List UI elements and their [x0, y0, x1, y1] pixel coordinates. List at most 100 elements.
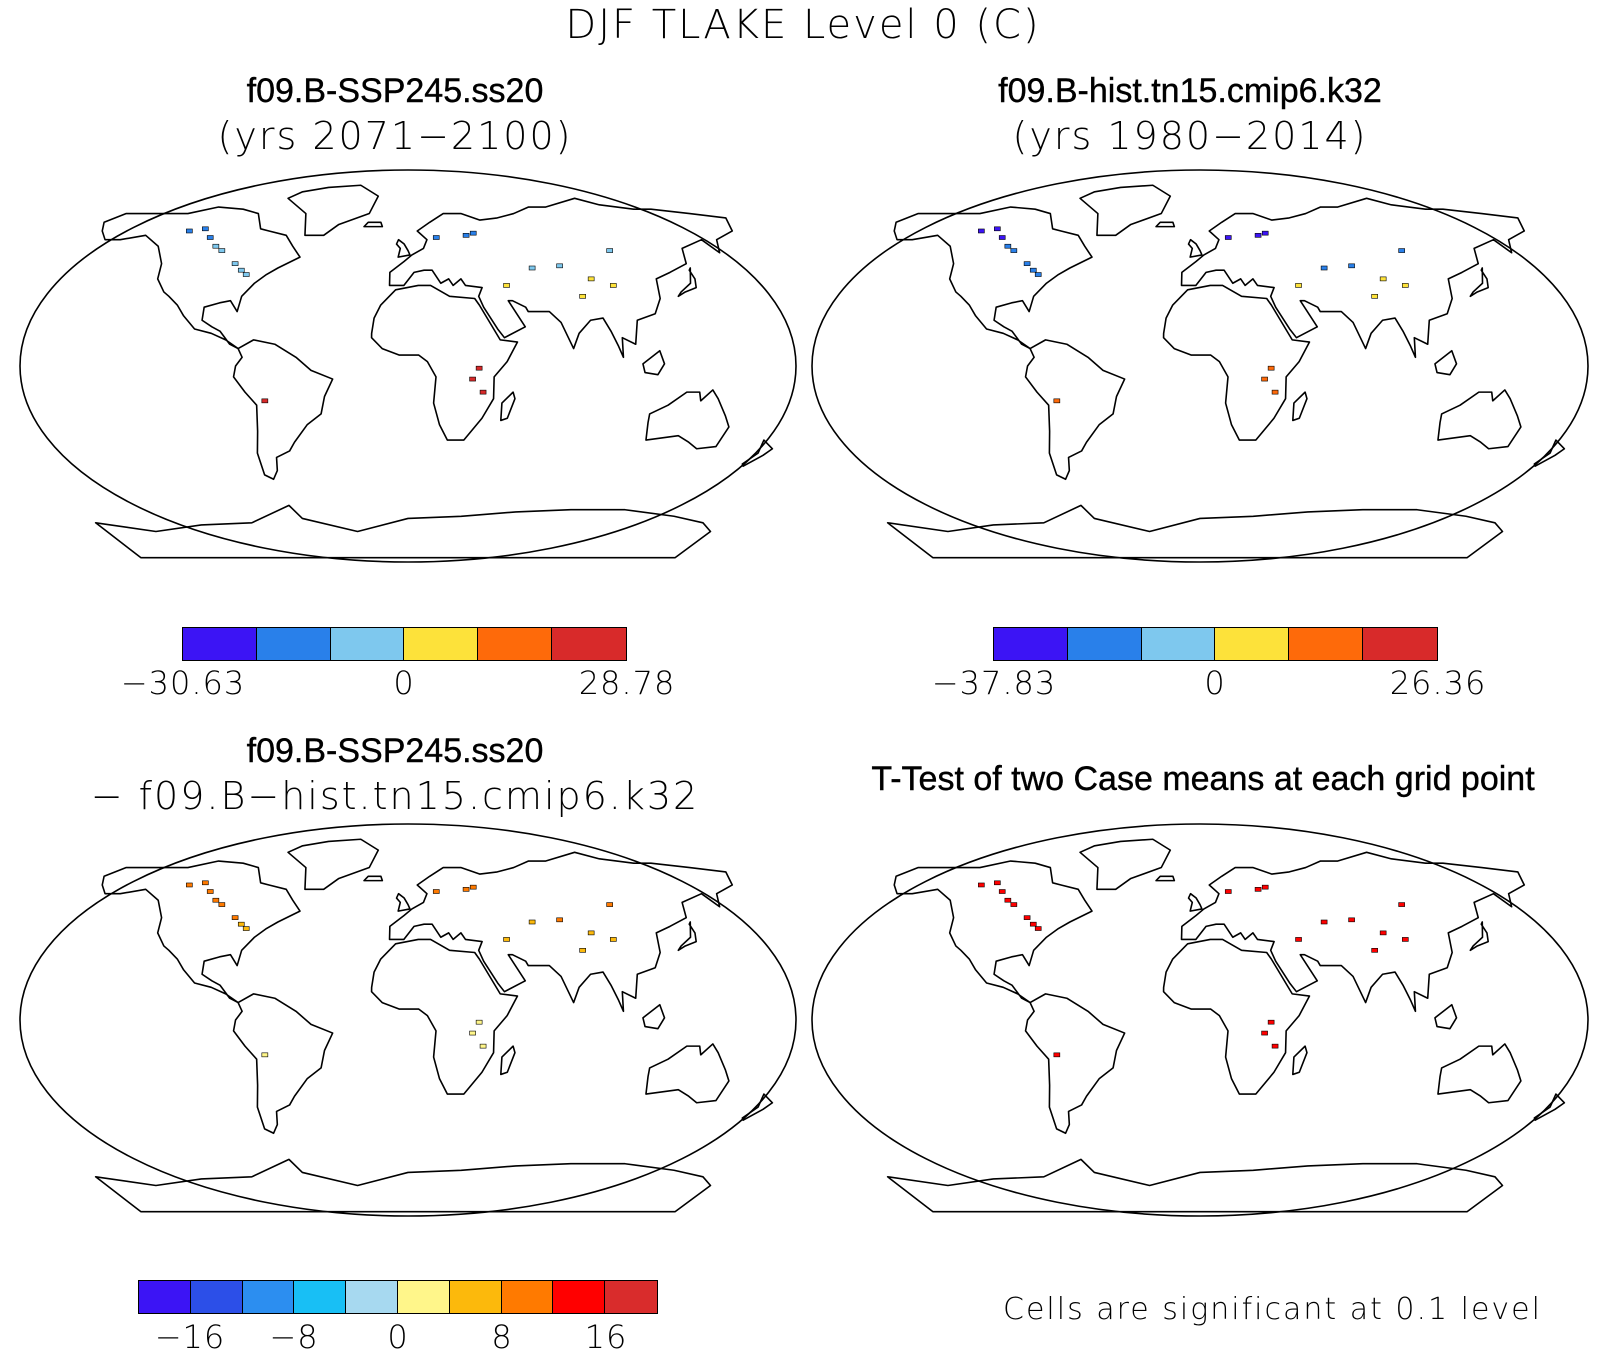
coastline [1180, 851, 1526, 1013]
lake-cell [1401, 937, 1409, 942]
colorbar-2-tick-zero: 0 [1204, 664, 1226, 702]
lake-cell [469, 376, 476, 382]
lake-cell [1261, 884, 1269, 890]
coastline [94, 504, 712, 559]
colorbar-3-tick-3: 0 [387, 1318, 409, 1356]
lake-cell [479, 389, 487, 395]
map-boundary [19, 169, 797, 563]
lake-cell [606, 902, 613, 907]
coastline [395, 238, 411, 258]
colorbar-3-tick-1: −16 [154, 1318, 226, 1356]
lake-cell [587, 930, 595, 936]
coastline [1024, 993, 1126, 1135]
colorbar-1-swatch [404, 628, 479, 660]
lake-cell [994, 880, 1001, 886]
lake-cell [1379, 930, 1387, 936]
lake-cell [1004, 897, 1012, 903]
map-panel-3 [19, 823, 797, 1217]
lake-cell [1398, 902, 1405, 907]
colorbar-1-swatch [330, 628, 405, 660]
lake-cell [475, 1019, 483, 1025]
colorbar-3-swatch [553, 1281, 606, 1313]
lake-cell [1295, 283, 1302, 288]
lake-cell [1010, 248, 1018, 253]
coastline [645, 389, 730, 450]
lake-cell [1267, 365, 1275, 371]
lake-cell [475, 365, 483, 371]
coastline [1162, 938, 1311, 1095]
panel-3-subtitle: − f09.B−hist.tn15.cmip6.k32 [90, 774, 700, 818]
lake-cell [432, 235, 440, 240]
lake-cell [1053, 1052, 1061, 1058]
lake-cell [503, 937, 510, 942]
map-boundary [19, 823, 797, 1217]
coastline [1079, 838, 1172, 891]
lake-cell [1320, 919, 1328, 925]
lake-cell [1261, 376, 1268, 382]
coastline [388, 197, 734, 359]
coastline [677, 267, 697, 298]
coastline [232, 993, 334, 1135]
coastline [1533, 1093, 1566, 1121]
coastline [1469, 267, 1489, 298]
lake-cell [242, 272, 250, 277]
lake-cell [579, 948, 586, 953]
lake-cell [1034, 272, 1042, 277]
coastline [1437, 1043, 1522, 1104]
coastline [1292, 1045, 1308, 1076]
coastline [1162, 284, 1311, 441]
lake-cell [206, 235, 214, 240]
lake-cell [606, 248, 613, 253]
lake-cell [1034, 926, 1042, 931]
coastline [1187, 892, 1203, 912]
lake-cell [587, 276, 595, 282]
colorbar-3-swatch [242, 1281, 295, 1313]
panel-1-case-name: f09.B-SSP245.ss20 [246, 72, 544, 110]
lake-cell [218, 248, 226, 253]
coastline [363, 221, 384, 228]
lake-cell [1053, 398, 1061, 404]
coastline [893, 860, 1093, 1004]
map-boundary [811, 823, 1589, 1217]
lake-cell [609, 937, 617, 942]
coastline [287, 838, 380, 891]
coastline [645, 1043, 730, 1104]
lake-cell [1261, 1030, 1268, 1036]
lake-cell [469, 230, 477, 236]
lake-cell [556, 917, 563, 923]
colorbar-2-swatch [1289, 628, 1364, 660]
lake-cell [528, 265, 536, 271]
lake-cell [231, 915, 239, 920]
lake-cell [1348, 263, 1355, 269]
coastline [232, 339, 334, 481]
colorbar-3-swatch [346, 1281, 398, 1313]
map-panel-4 [811, 823, 1589, 1217]
lake-cell [998, 235, 1006, 240]
coastline [886, 504, 1504, 559]
lake-cell [237, 921, 245, 927]
map-panel-2 [811, 169, 1589, 563]
lake-cell [237, 267, 245, 273]
coastline [1434, 1003, 1458, 1030]
lake-cell [432, 889, 440, 894]
lake-cell [479, 1043, 487, 1049]
lake-cell [1224, 889, 1232, 894]
map-boundary [811, 169, 1589, 563]
lake-cell [261, 398, 269, 404]
lake-cell [218, 902, 226, 907]
lake-cell [1348, 917, 1355, 923]
coastline [893, 206, 1093, 350]
lake-cell [609, 283, 617, 288]
lake-cell [202, 226, 209, 232]
coastline [1155, 221, 1176, 228]
lake-cell [1029, 921, 1037, 927]
lake-cell [261, 1052, 269, 1058]
coastline [388, 851, 734, 1013]
significance-note: Cells are significant at 0.1 level [1003, 1292, 1542, 1327]
lake-cell [1023, 261, 1031, 266]
colorbar-3-swatch [605, 1281, 657, 1313]
lake-cell [1295, 937, 1302, 942]
coastline [287, 184, 380, 237]
lake-cell [1004, 243, 1012, 249]
lake-cell [1023, 915, 1031, 920]
